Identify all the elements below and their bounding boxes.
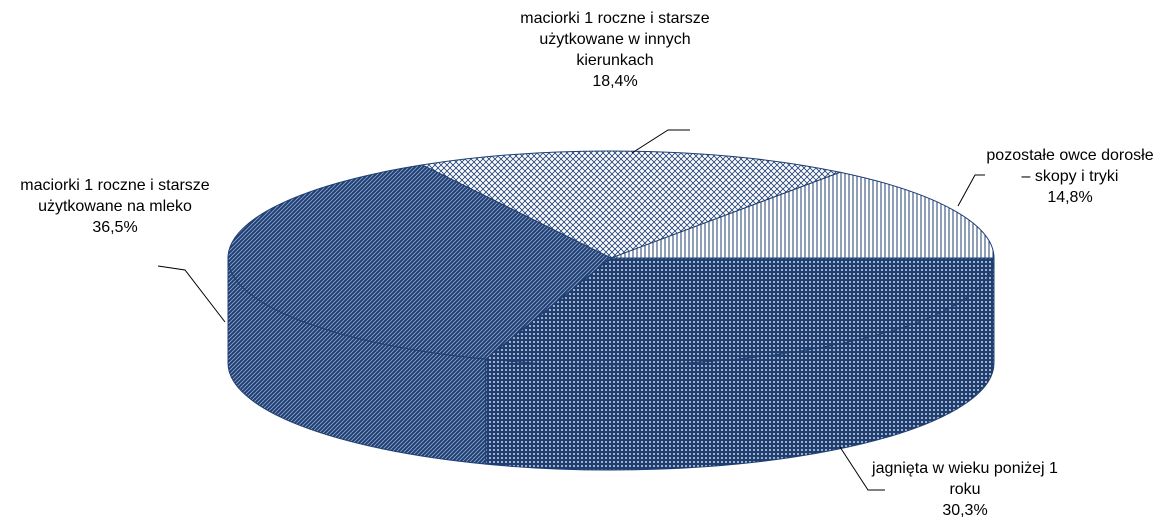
category-label: jagnięta w wieku poniżej 1 roku xyxy=(872,460,1058,498)
data-label: pozostałe owce dorosłe – skopy i tryki 14… xyxy=(985,145,1155,208)
category-label: maciorki 1 roczne i starsze użytkowane w… xyxy=(520,10,710,69)
data-label: jagnięta w wieku poniżej 1 roku 30,3% xyxy=(870,458,1060,521)
leader-line xyxy=(157,265,226,323)
leader-line xyxy=(839,446,885,491)
category-label: pozostałe owce dorosłe – skopy i tryki xyxy=(986,147,1154,185)
value-label: 30,3% xyxy=(942,502,988,519)
pie-slice xyxy=(227,164,612,360)
data-label: maciorki 1 roczne i starsze użytkowane w… xyxy=(510,8,720,92)
category-label: maciorki 1 roczne i starsze użytkowane n… xyxy=(20,177,210,215)
value-label: 36,5% xyxy=(92,219,138,236)
data-label: maciorki 1 roczne i starsze użytkowane n… xyxy=(10,175,220,238)
pie-slice xyxy=(610,171,995,259)
value-label: 14,8% xyxy=(1047,189,1093,206)
leader-line xyxy=(957,174,985,207)
leader-line xyxy=(631,129,690,154)
value-label: 18,4% xyxy=(592,73,638,90)
pie-slice xyxy=(484,257,995,366)
